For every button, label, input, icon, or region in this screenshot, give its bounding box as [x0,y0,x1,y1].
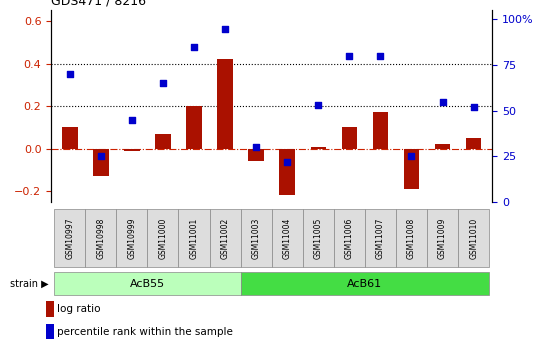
Text: GSM11003: GSM11003 [252,217,260,259]
Text: GSM11002: GSM11002 [221,217,230,259]
Text: GDS471 / 8216: GDS471 / 8216 [51,0,146,8]
Text: percentile rank within the sample: percentile rank within the sample [57,327,233,337]
Text: GSM10999: GSM10999 [128,217,137,259]
Bar [342,127,357,149]
FancyBboxPatch shape [54,272,240,295]
Point [407,154,416,159]
Point [438,99,447,104]
Point [345,53,353,59]
Text: AcB55: AcB55 [130,279,165,289]
Bar [466,138,482,149]
Point [190,44,199,50]
Bar [279,149,295,195]
FancyBboxPatch shape [272,209,303,267]
Point [66,71,74,77]
Bar [93,149,109,176]
Text: GSM11008: GSM11008 [407,217,416,259]
FancyBboxPatch shape [240,209,272,267]
Point [314,102,323,108]
Text: log ratio: log ratio [57,304,101,314]
Bar [62,127,77,149]
FancyBboxPatch shape [303,209,334,267]
Point [221,26,229,31]
Bar [404,149,419,189]
Text: GSM11000: GSM11000 [159,217,167,259]
Text: GSM11006: GSM11006 [345,217,354,259]
FancyBboxPatch shape [147,209,179,267]
Text: GSM11001: GSM11001 [189,217,199,259]
FancyBboxPatch shape [365,209,396,267]
Text: GSM11009: GSM11009 [438,217,447,259]
Bar [46,324,54,339]
Point [128,117,136,122]
FancyBboxPatch shape [458,209,489,267]
Bar [249,149,264,161]
Text: GSM10998: GSM10998 [96,217,105,259]
Bar [124,149,140,151]
FancyBboxPatch shape [86,209,116,267]
Point [159,80,167,86]
FancyBboxPatch shape [179,209,210,267]
Bar [373,112,388,149]
Point [252,144,260,150]
FancyBboxPatch shape [54,209,86,267]
FancyBboxPatch shape [240,272,489,295]
Point [376,53,385,59]
Text: GSM11004: GSM11004 [283,217,292,259]
Point [283,159,292,165]
Text: GSM11010: GSM11010 [469,217,478,259]
FancyBboxPatch shape [116,209,147,267]
Text: GSM11005: GSM11005 [314,217,323,259]
Point [469,104,478,110]
Text: GSM10997: GSM10997 [65,217,74,259]
Bar [186,106,202,149]
Bar [435,144,450,149]
FancyBboxPatch shape [427,209,458,267]
Bar [155,134,171,149]
FancyBboxPatch shape [396,209,427,267]
Text: AcB61: AcB61 [348,279,383,289]
FancyBboxPatch shape [210,209,240,267]
FancyBboxPatch shape [334,209,365,267]
Point [96,154,105,159]
Text: GSM11007: GSM11007 [376,217,385,259]
Bar [46,301,54,317]
Text: strain ▶: strain ▶ [10,279,48,289]
Bar [217,59,233,149]
Bar [310,147,326,149]
